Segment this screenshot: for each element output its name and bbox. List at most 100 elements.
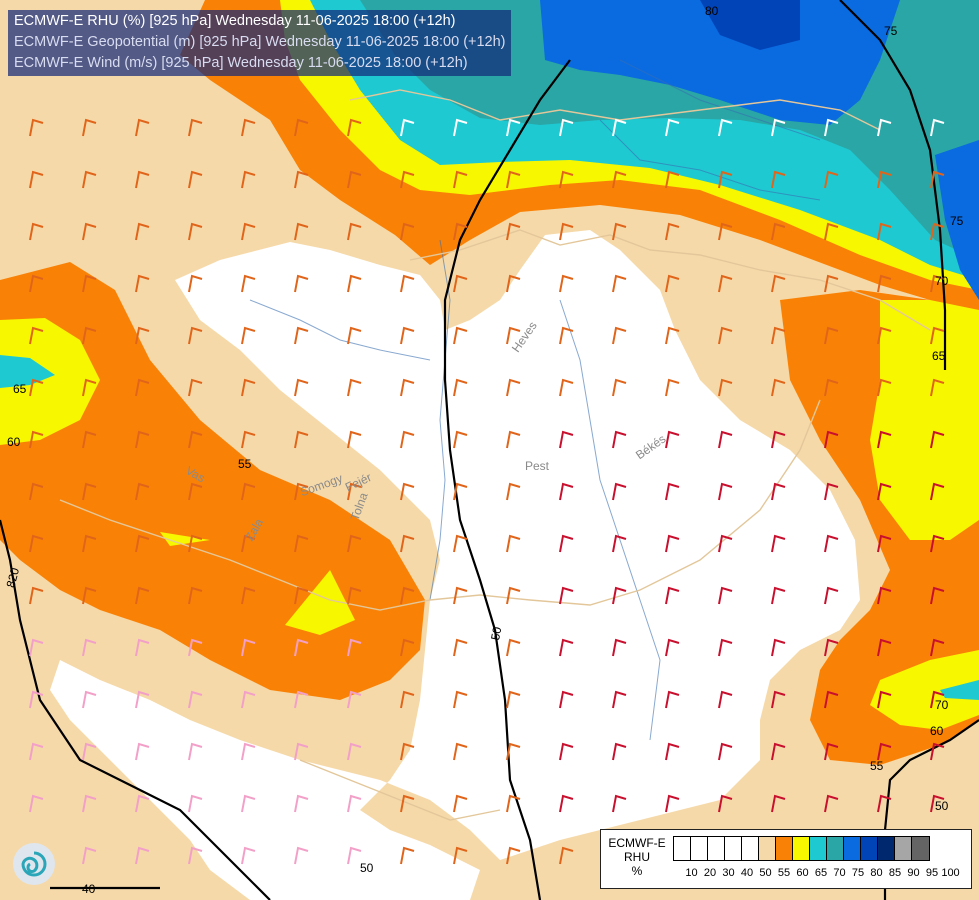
wind-barb-icon xyxy=(241,638,256,657)
wind-barb-icon xyxy=(718,586,733,605)
wind-barb-icon xyxy=(400,846,415,865)
legend-tick-label: 50 xyxy=(759,867,772,879)
wind-barb-icon xyxy=(506,430,521,449)
wind-barb-icon xyxy=(135,326,150,345)
wind-barb-icon xyxy=(347,118,362,137)
wind-barb-icon xyxy=(824,794,839,813)
wind-barb-icon xyxy=(930,378,945,397)
wind-barb-icon xyxy=(135,118,150,137)
wind-barb-icon xyxy=(400,118,415,137)
rhu-65-left-patch-1 xyxy=(160,532,210,546)
wind-barb-icon xyxy=(824,534,839,553)
legend-swatch xyxy=(742,837,759,860)
wind-barb-icon xyxy=(82,586,97,605)
legend-tick-label: 75 xyxy=(851,867,865,879)
wind-barb-icon xyxy=(559,534,574,553)
wind-barb-icon xyxy=(771,742,786,761)
wind-barb-icon xyxy=(771,534,786,553)
wind-barb-icon xyxy=(506,534,521,553)
wind-barb-icon xyxy=(135,378,150,397)
wind-barb-icon xyxy=(877,482,892,501)
wind-barb-icon xyxy=(453,534,468,553)
wind-barb-icon xyxy=(347,170,362,189)
wind-barb-icon xyxy=(718,690,733,709)
wind-barb-icon xyxy=(930,482,945,501)
legend-swatch xyxy=(844,837,861,860)
wind-barb-icon xyxy=(930,326,945,345)
wind-barb-icon xyxy=(771,326,786,345)
wind-barb-icon xyxy=(877,378,892,397)
wind-barb-icon xyxy=(877,170,892,189)
legend-title-unit: % xyxy=(631,864,643,878)
legend-swatch xyxy=(878,837,895,860)
wind-barb-icon xyxy=(718,742,733,761)
wind-barb-icon xyxy=(347,274,362,293)
wind-barb-icon xyxy=(241,170,256,189)
wind-barb-icon xyxy=(82,170,97,189)
wind-barb-icon xyxy=(665,690,680,709)
wind-barb-icon xyxy=(559,846,574,865)
legend-swatch xyxy=(691,837,708,860)
legend-tick-label: 30 xyxy=(722,867,735,879)
wind-barb-icon xyxy=(347,222,362,241)
wind-barb-icon xyxy=(559,794,574,813)
wind-barb-icon xyxy=(294,326,309,345)
wind-barb-icon xyxy=(506,170,521,189)
legend-swatch xyxy=(708,837,725,860)
wind-barb-icon xyxy=(294,222,309,241)
wind-barb-icon xyxy=(400,742,415,761)
wind-barb-icon xyxy=(188,326,203,345)
wind-barb-icon xyxy=(559,638,574,657)
rhu-75-top-label: 75 xyxy=(884,24,898,38)
wind-barb-icon xyxy=(877,222,892,241)
wind-barb-icon xyxy=(506,118,521,137)
wind-barb-icon xyxy=(771,118,786,137)
legend-title-variable: RHU xyxy=(624,850,650,864)
wind-barb-icon xyxy=(400,534,415,553)
wind-barb-icon xyxy=(612,378,627,397)
wind-barb-icon xyxy=(188,274,203,293)
wind-barb-icon xyxy=(612,690,627,709)
legend-tick-label: 85 xyxy=(888,867,902,879)
rhu-70-bottom-label: 70 xyxy=(935,698,949,712)
wind-barb-icon xyxy=(559,690,574,709)
rhu-75-right-label: 75 xyxy=(950,214,964,228)
wind-barb-icon xyxy=(400,794,415,813)
rhu-50-bottomleft-label: 50 xyxy=(360,861,374,875)
wind-barb-icon xyxy=(718,378,733,397)
wind-barb-icon xyxy=(718,274,733,293)
wind-barb-icon xyxy=(82,222,97,241)
wind-barb-icon xyxy=(453,430,468,449)
wind-barb-icon xyxy=(400,222,415,241)
rhu-65-left-band xyxy=(0,318,100,445)
wind-barb-icon xyxy=(718,326,733,345)
wind-barb-icon xyxy=(82,690,97,709)
wind-barb-icon xyxy=(29,378,44,397)
wind-barb-icon xyxy=(347,742,362,761)
rhu-55-bottom-label: 55 xyxy=(870,759,884,773)
wind-barb-icon xyxy=(877,638,892,657)
wind-barb-icon xyxy=(771,586,786,605)
wind-barb-icon xyxy=(612,274,627,293)
wind-barb-icon xyxy=(241,690,256,709)
wind-barb-icon xyxy=(188,222,203,241)
legend-swatch xyxy=(861,837,878,860)
wind-barb-icon xyxy=(241,430,256,449)
wind-barb-icon xyxy=(506,586,521,605)
wind-barb-icon xyxy=(718,534,733,553)
wind-barb-icon xyxy=(665,378,680,397)
wind-barb-icon xyxy=(188,378,203,397)
wind-barb-icon xyxy=(930,170,945,189)
wind-barb-icon xyxy=(135,742,150,761)
wind-barb-icon xyxy=(82,742,97,761)
wind-barb-icon xyxy=(241,274,256,293)
wind-barb-icon xyxy=(665,170,680,189)
wind-barb-icon xyxy=(241,222,256,241)
title-wind: ECMWF-E Wind (m/s) [925 hPa] Wednesday 1… xyxy=(14,55,468,71)
wind-barb-icon xyxy=(612,118,627,137)
wind-barb-icon xyxy=(347,430,362,449)
wind-barb-icon xyxy=(930,638,945,657)
wind-barb-icon xyxy=(294,586,309,605)
legend-tick-label: 60 xyxy=(796,867,809,879)
wind-barb-icon xyxy=(771,378,786,397)
